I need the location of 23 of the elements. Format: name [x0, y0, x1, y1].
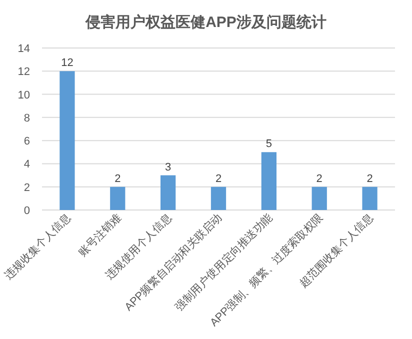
data-label: 12	[61, 57, 74, 70]
data-label: 3	[165, 161, 172, 174]
data-label: 5	[266, 138, 272, 150]
chart-title: 侵害用户权益医健APP涉及问题统计	[84, 13, 326, 31]
bar	[362, 186, 378, 210]
bar	[110, 186, 126, 210]
y-tick-label: 6	[24, 136, 30, 148]
data-label: 2	[215, 172, 222, 185]
data-label: 2	[114, 172, 121, 185]
y-tick-label: 2	[24, 182, 30, 194]
data-label: 2	[366, 172, 373, 185]
bar	[312, 186, 327, 210]
bar	[210, 186, 226, 210]
bar	[261, 152, 276, 210]
data-label: 2	[316, 172, 322, 185]
y-tick-label: 12	[18, 66, 30, 78]
y-tick-label: 8	[24, 112, 30, 124]
bar	[60, 71, 75, 210]
bar	[160, 175, 176, 210]
y-tick-label: 10	[18, 89, 30, 102]
y-tick-label: 14	[18, 43, 30, 55]
y-tick-label: 4	[24, 158, 30, 171]
y-tick-label: 0	[24, 205, 30, 217]
